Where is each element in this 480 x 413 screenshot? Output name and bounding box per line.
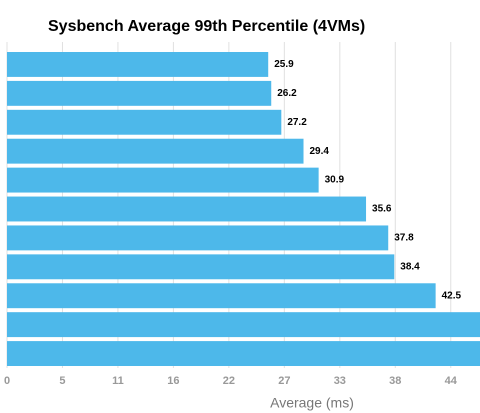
x-tick-label: 33 [334, 375, 346, 387]
value-label: 37.8 [394, 233, 414, 244]
x-tick-label: 11 [112, 375, 124, 387]
bar [7, 312, 480, 338]
x-tick-label: 44 [445, 375, 458, 387]
value-label: 25.9 [274, 59, 294, 70]
value-label: 29.4 [310, 146, 330, 157]
bar [7, 196, 367, 222]
bar [7, 254, 395, 280]
bar [7, 225, 389, 251]
x-tick-label: 22 [223, 375, 235, 387]
bar [7, 80, 272, 106]
x-tick-label: 16 [167, 375, 179, 387]
value-label: 35.6 [372, 204, 392, 215]
bar [7, 138, 304, 164]
x-tick-label: 38 [389, 375, 401, 387]
value-label: 26.2 [277, 88, 297, 99]
value-label: 42.5 [442, 290, 462, 301]
x-axis-title: Average (ms) [270, 395, 354, 411]
bar [7, 52, 269, 77]
bars: 25.9 26.2 27.2 29.4 30.9 35.6 37.8 38.4 42.5 [7, 52, 480, 366]
bar [7, 167, 319, 193]
bar [7, 341, 480, 366]
bar [7, 109, 282, 135]
value-label: 30.9 [325, 175, 345, 186]
bar [7, 283, 436, 309]
chart-title: Sysbench Average 99th Percentile (4VMs) [48, 18, 365, 35]
value-label: 27.2 [287, 117, 307, 128]
x-tick-label: 27 [278, 375, 290, 387]
x-tick-label: 5 [59, 375, 65, 387]
x-tick-label: 0 [4, 375, 10, 387]
value-label: 38.4 [400, 261, 420, 272]
